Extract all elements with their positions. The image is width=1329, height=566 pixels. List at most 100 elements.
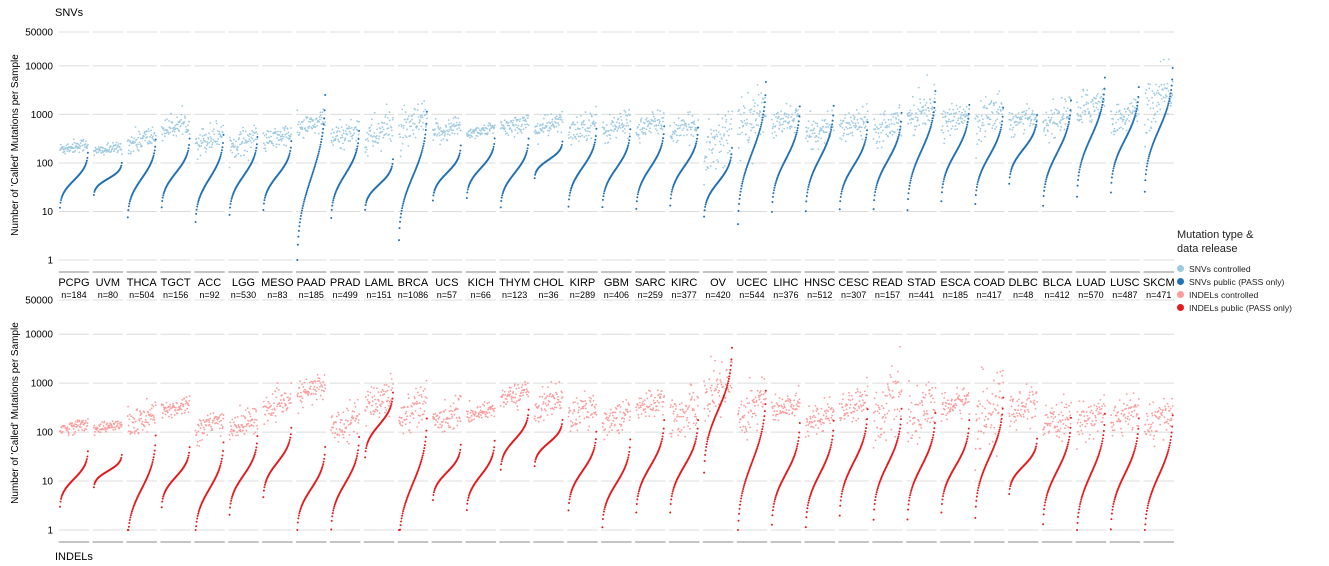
data-point	[73, 141, 76, 144]
data-point	[977, 126, 980, 129]
data-point	[849, 132, 852, 135]
data-point	[174, 406, 177, 409]
data-point	[153, 418, 156, 421]
data-point	[165, 401, 168, 404]
data-point	[147, 142, 149, 145]
cancer-type-label: STAD	[907, 277, 936, 289]
data-point	[422, 145, 425, 148]
data-point	[357, 133, 360, 136]
data-point	[410, 125, 413, 128]
data-point	[278, 143, 281, 146]
data-point	[890, 122, 893, 125]
data-point	[222, 124, 225, 127]
data-point	[850, 116, 852, 119]
data-point	[232, 142, 235, 145]
data-point	[923, 112, 926, 114]
data-point	[537, 143, 540, 145]
data-point	[432, 191, 435, 194]
data-point	[442, 138, 445, 140]
data-point	[154, 138, 157, 141]
data-point	[338, 130, 341, 133]
data-point	[884, 121, 887, 124]
data-point	[808, 134, 811, 137]
data-point	[1033, 113, 1036, 116]
data-point	[152, 154, 155, 157]
data-point	[806, 191, 809, 194]
data-point	[1042, 194, 1045, 197]
data-point	[417, 116, 420, 119]
data-point	[629, 128, 632, 131]
data-point	[770, 210, 773, 213]
data-point	[1001, 115, 1004, 118]
data-point	[810, 148, 813, 151]
data-point	[162, 403, 165, 406]
data-point	[82, 148, 85, 151]
data-point	[400, 209, 403, 212]
data-point	[782, 120, 785, 123]
data-point	[458, 121, 461, 124]
data-point	[752, 126, 755, 129]
data-point	[411, 114, 414, 117]
data-point	[113, 422, 116, 425]
data-point	[806, 140, 809, 143]
data-point	[875, 131, 877, 134]
data-point	[1076, 112, 1079, 115]
data-point	[896, 128, 899, 131]
data-point	[114, 428, 117, 431]
data-point	[128, 144, 131, 147]
data-point	[69, 149, 71, 152]
data-point	[913, 125, 916, 128]
data-point	[254, 151, 257, 154]
data-point	[594, 138, 597, 141]
data-point	[624, 111, 627, 113]
data-point	[82, 138, 85, 141]
data-point	[181, 122, 183, 125]
data-point	[1156, 110, 1159, 113]
data-point	[954, 128, 957, 131]
data-point	[164, 135, 166, 138]
data-point	[382, 128, 385, 131]
data-point	[929, 127, 932, 130]
data-point	[997, 108, 999, 111]
data-point	[246, 150, 249, 153]
data-point	[458, 152, 461, 155]
data-point	[602, 192, 605, 195]
data-point	[743, 111, 745, 114]
data-point	[843, 128, 846, 131]
data-point	[1143, 123, 1146, 126]
data-point	[1061, 116, 1064, 119]
data-point	[296, 131, 299, 134]
data-point	[976, 183, 979, 186]
data-point	[1133, 98, 1135, 101]
data-point	[252, 134, 254, 137]
data-point	[381, 130, 383, 133]
data-point	[1033, 118, 1036, 121]
data-point	[913, 104, 915, 107]
cancer-type-label: KIRP	[570, 277, 596, 289]
data-point	[436, 122, 439, 125]
data-point	[1022, 122, 1025, 125]
data-point	[517, 118, 519, 121]
data-point	[1042, 120, 1045, 123]
data-point	[179, 406, 181, 408]
data-point	[401, 142, 404, 145]
data-point	[243, 149, 246, 152]
data-point	[751, 126, 754, 129]
data-point	[195, 137, 198, 140]
data-point	[370, 134, 373, 137]
data-point	[314, 163, 317, 166]
data-point	[618, 126, 620, 128]
data-point	[930, 121, 933, 124]
data-point	[813, 127, 816, 130]
data-point	[72, 138, 75, 141]
data-point	[947, 130, 950, 132]
data-point	[204, 420, 207, 423]
series-snvs-controlled	[59, 58, 1174, 186]
data-point	[933, 106, 936, 109]
data-point	[234, 145, 237, 148]
data-point	[1081, 121, 1084, 124]
data-point	[814, 122, 817, 124]
data-point	[433, 134, 436, 137]
data-point	[846, 133, 848, 136]
data-point	[447, 119, 450, 121]
